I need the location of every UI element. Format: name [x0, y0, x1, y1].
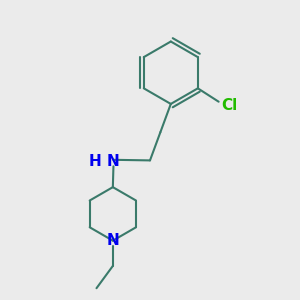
Text: Cl: Cl [221, 98, 237, 113]
Text: H: H [89, 154, 102, 169]
Text: N: N [106, 233, 119, 248]
Text: N: N [107, 154, 120, 169]
